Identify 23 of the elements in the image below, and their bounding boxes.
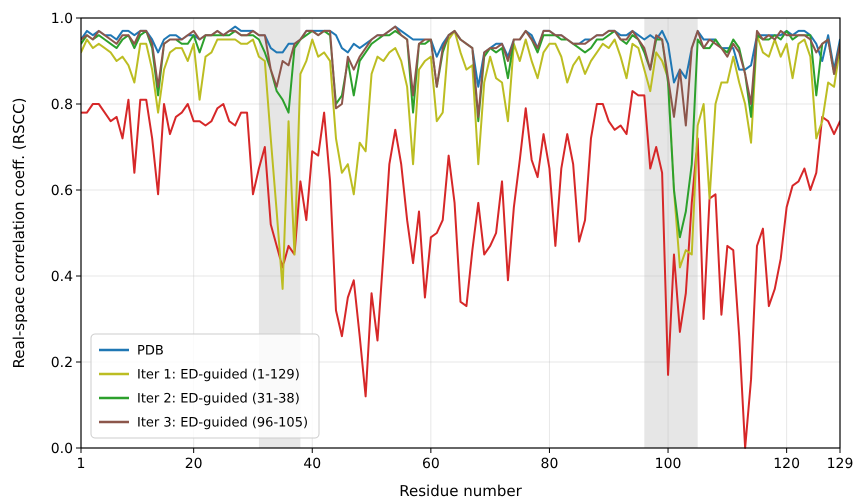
y-tick-label: 0.2	[50, 354, 73, 371]
line-series	[81, 26, 840, 126]
y-tick-label: 0.4	[50, 268, 74, 285]
x-axis-title: Residue number	[399, 482, 523, 500]
legend-label: Iter 3: ED-guided (96-105)	[137, 416, 308, 431]
x-tick-label: 60	[422, 456, 440, 472]
legend-label: Iter 1: ED-guided (1-129)	[137, 368, 300, 383]
x-tick-label: 40	[303, 456, 322, 472]
legend-label: Iter 2: ED-guided (31-38)	[137, 392, 300, 407]
line-series	[81, 30, 840, 290]
y-tick-label: 0.6	[50, 182, 74, 199]
x-tick-label: 1	[76, 456, 86, 472]
x-tick-label: 120	[773, 456, 800, 472]
y-tick-label: 0.8	[50, 96, 73, 113]
y-tick-label: 1.0	[50, 10, 73, 27]
y-axis-title: Real-space correlation coeff. (RSCC)	[10, 98, 28, 368]
x-tick-label: 100	[654, 456, 682, 472]
line-series	[81, 90, 840, 449]
x-tick-label: 80	[540, 456, 558, 472]
x-tick-label: 129	[826, 456, 854, 472]
y-tick-label: 0.0	[50, 440, 73, 457]
x-tick-label: 20	[184, 456, 203, 472]
legend-label: PDB	[137, 344, 164, 359]
